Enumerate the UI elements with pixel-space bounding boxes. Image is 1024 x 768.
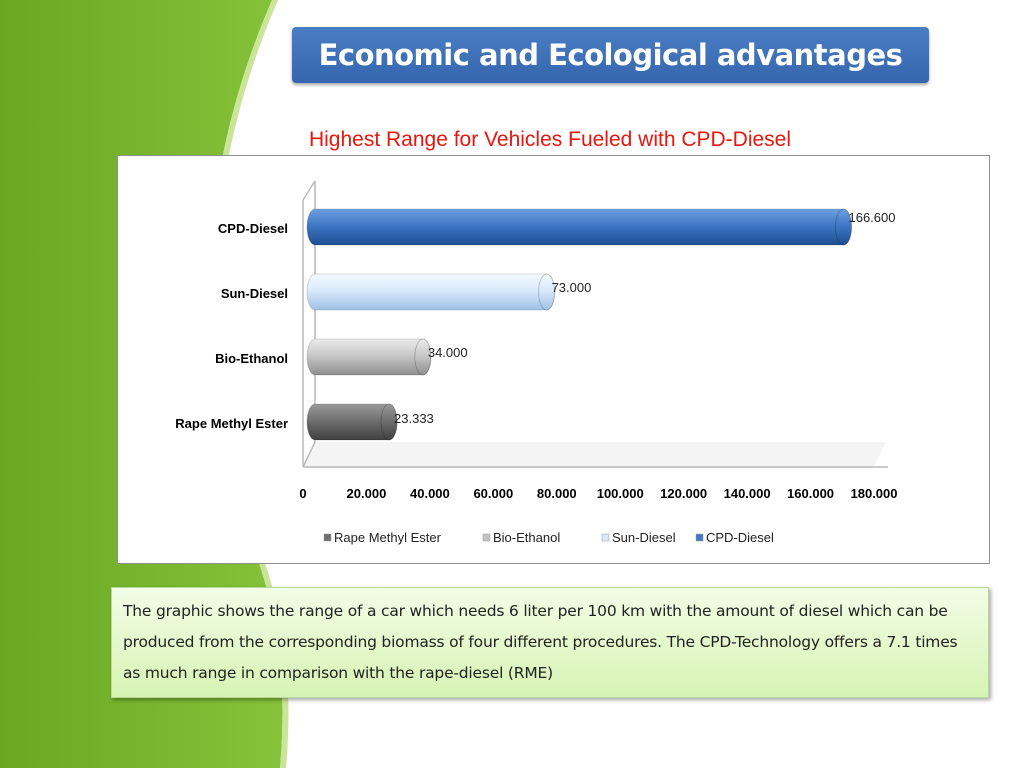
data-labels: 23.333 34.000 73.000 166.600 bbox=[394, 210, 895, 426]
legend-entry: Bio-Ethanol bbox=[493, 530, 560, 545]
x-tick-label: 20.000 bbox=[347, 486, 387, 501]
x-tick-label: 120.000 bbox=[660, 486, 707, 501]
category-label: CPD-Diesel bbox=[218, 221, 288, 236]
bar-chart: Rape Methyl Ester Bio-Ethanol Sun-Diesel CP… bbox=[175, 180, 898, 545]
x-tick-label: 180.000 bbox=[851, 486, 898, 501]
data-label: 73.000 bbox=[552, 280, 592, 295]
chart-legend: Rape Methyl Ester Bio-Ethanol Sun-Diesel CP… bbox=[323, 530, 774, 545]
x-tick-label: 0 bbox=[299, 486, 306, 501]
legend-entry: Rape Methyl Ester bbox=[334, 530, 442, 545]
data-label: 166.600 bbox=[848, 210, 895, 225]
legend-entry: Sun-Diesel bbox=[612, 530, 676, 545]
top-edge bbox=[302, 180, 316, 201]
light-green-stripe bbox=[210, 0, 289, 768]
title-box: Economic and Ecological advantages bbox=[292, 27, 929, 83]
chart-frame: Rape Methyl Ester Bio-Ethanol Sun-Diesel CP… bbox=[117, 155, 990, 564]
legend-swatch bbox=[482, 533, 491, 542]
legend-swatch bbox=[695, 533, 704, 542]
bar-cap bbox=[538, 273, 555, 311]
description-text: The graphic shows the range of a car whi… bbox=[123, 602, 958, 682]
data-label: 34.000 bbox=[428, 345, 468, 360]
chart-axes bbox=[302, 180, 888, 468]
x-tick-label: 40.000 bbox=[410, 486, 450, 501]
bar-cap bbox=[380, 403, 398, 441]
chart-subtitle: Highest Range for Vehicles Fueled with C… bbox=[308, 128, 792, 151]
x-tick-label: 100.000 bbox=[597, 486, 644, 501]
x-tick-label: 140.000 bbox=[724, 486, 771, 501]
bar-sun-diesel bbox=[306, 273, 555, 311]
x-tick-label: 80.000 bbox=[537, 486, 577, 501]
x-tick-label: 160.000 bbox=[787, 486, 834, 501]
legend-swatch bbox=[323, 533, 332, 542]
x-tick-labels: 0 20.000 40.000 60.000 80.000 100.000 120.000 1… bbox=[299, 486, 897, 501]
floor-plane bbox=[303, 442, 886, 467]
bar-cpd-diesel bbox=[306, 208, 852, 246]
bar-bio-ethanol bbox=[306, 338, 432, 376]
category-label: Bio-Ethanol bbox=[215, 351, 288, 366]
data-label: 23.333 bbox=[394, 411, 434, 426]
category-label: Rape Methyl Ester bbox=[175, 416, 288, 431]
legend-swatch bbox=[601, 533, 610, 542]
category-label: Sun-Diesel bbox=[221, 286, 288, 301]
x-tick-label: 60.000 bbox=[473, 486, 513, 501]
floor-edge bbox=[302, 441, 316, 468]
category-labels: Rape Methyl Ester Bio-Ethanol Sun-Diesel CP… bbox=[175, 221, 288, 431]
bar-cap bbox=[414, 338, 432, 376]
slide-title: Economic and Ecological advantages bbox=[318, 38, 903, 72]
bar-cap bbox=[835, 208, 852, 246]
legend-entry: CPD-Diesel bbox=[706, 530, 774, 545]
chart-bars bbox=[306, 208, 852, 441]
description-box: The graphic shows the range of a car whi… bbox=[111, 587, 989, 698]
